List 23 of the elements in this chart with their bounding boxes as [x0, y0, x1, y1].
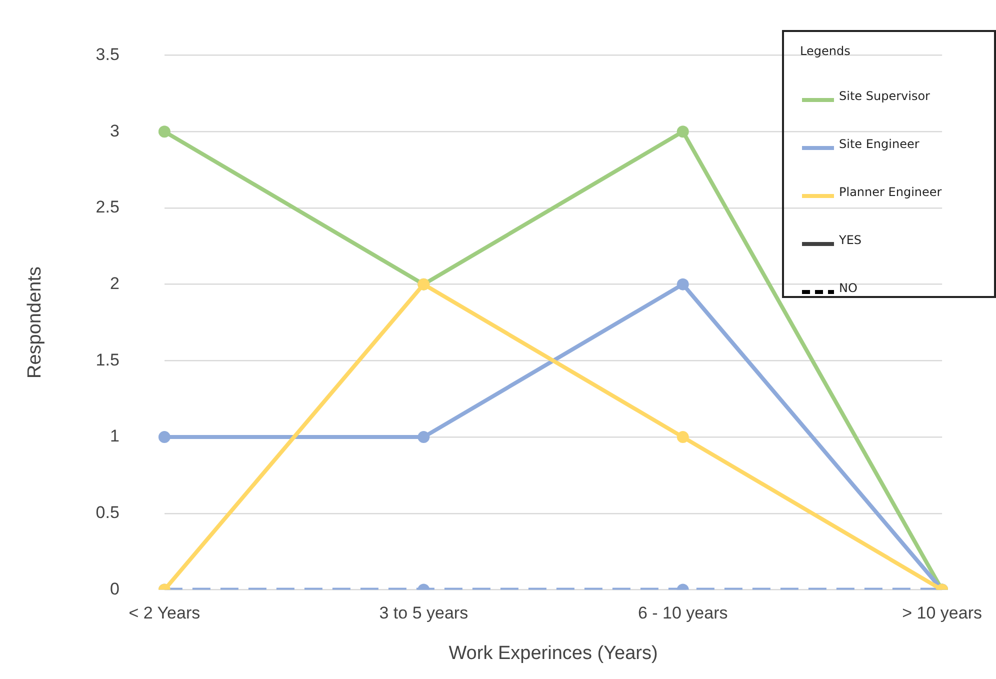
y-tick-label: 1.5 — [96, 350, 120, 370]
y-tick-label: 2.5 — [96, 198, 120, 217]
y-tick-label: 3 — [110, 121, 120, 140]
x-axis-title: Work Experinces (Years) — [448, 642, 658, 664]
x-tick-label: 6 - 10 years — [638, 604, 728, 623]
y-tick-label: 0 — [110, 579, 120, 598]
x-tick-label: < 2 Years — [128, 604, 200, 623]
legend-label: NO — [839, 281, 858, 296]
y-axis-title: Respondents — [24, 266, 46, 378]
legend-label: Planner Engineer — [839, 185, 942, 200]
point — [158, 126, 170, 138]
x-tick-label: > 10 years — [902, 604, 982, 623]
y-tick-label: 0.5 — [96, 503, 120, 522]
legend-label: Site Supervisor — [839, 89, 930, 104]
legend-label: YES — [838, 233, 862, 248]
legend-label: Site Engineer — [839, 137, 920, 152]
point — [676, 278, 689, 290]
y-tick-label: 3.5 — [96, 44, 120, 64]
x-tick-label: 3 to 5 years — [379, 604, 468, 623]
y-tick-label: 2 — [110, 274, 120, 293]
point — [676, 126, 689, 138]
y-tick-label: 1 — [110, 426, 120, 446]
legend-title: Legends — [800, 44, 850, 58]
